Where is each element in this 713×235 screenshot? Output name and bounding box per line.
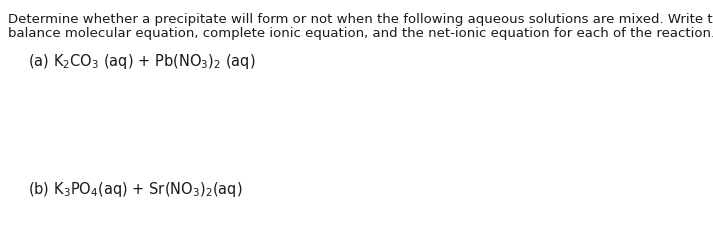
Text: balance molecular equation, complete ionic equation, and the net-ionic equation : balance molecular equation, complete ion…: [8, 27, 713, 40]
Text: Determine whether a precipitate will form or not when the following aqueous solu: Determine whether a precipitate will for…: [8, 13, 713, 26]
Text: (a) K$_2$CO$_3$ (aq) + Pb(NO$_3$)$_2$ (aq): (a) K$_2$CO$_3$ (aq) + Pb(NO$_3$)$_2$ (a…: [28, 52, 256, 71]
Text: (b) K$_3$PO$_4$(aq) + Sr(NO$_3$)$_2$(aq): (b) K$_3$PO$_4$(aq) + Sr(NO$_3$)$_2$(aq): [28, 180, 242, 199]
